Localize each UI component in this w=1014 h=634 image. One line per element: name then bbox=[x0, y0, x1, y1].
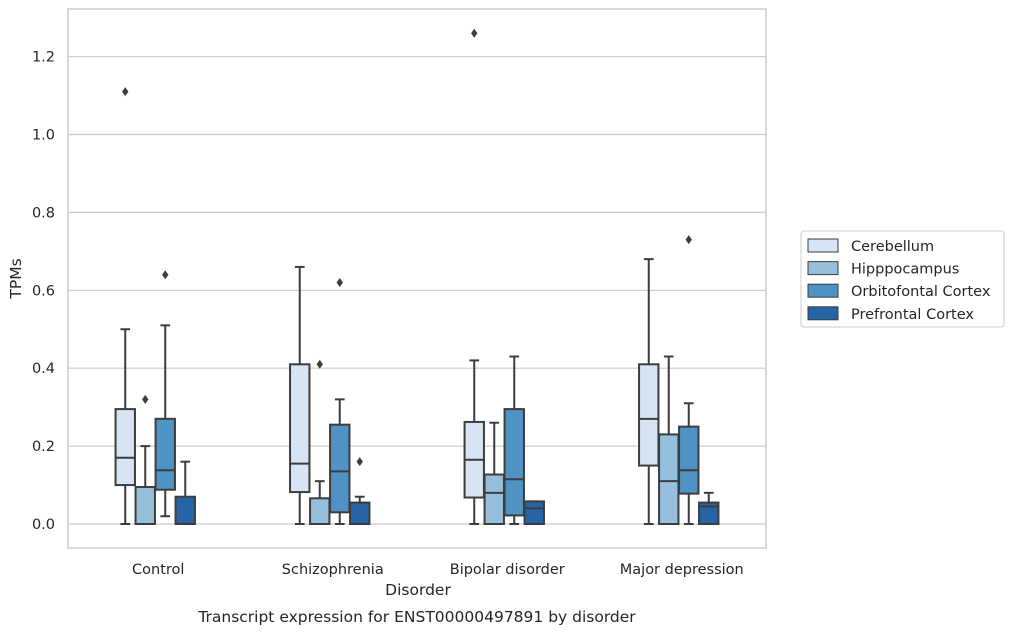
legend-frame bbox=[800, 230, 1005, 328]
outlier-point bbox=[162, 270, 169, 280]
legend-label: Prefrontal Cortex bbox=[851, 307, 974, 323]
y-tick-label: 1.2 bbox=[32, 50, 55, 66]
legend-item: Cerebellum bbox=[807, 238, 934, 255]
legend: Cerebellum Hipppocampus Orbitofontal Corte… bbox=[800, 230, 1005, 328]
outlier-point bbox=[142, 394, 149, 404]
y-tick-label: 0.4 bbox=[32, 361, 55, 377]
box-orbitofontal-cortex bbox=[503, 355, 525, 525]
box-iqr bbox=[174, 495, 196, 525]
box-cerebellum bbox=[114, 87, 136, 525]
box-iqr bbox=[349, 501, 371, 526]
box-iqr bbox=[483, 473, 505, 526]
outlier-point bbox=[122, 87, 129, 97]
y-tick-label: 0.2 bbox=[32, 439, 55, 455]
y-axis-label: TPMs bbox=[7, 258, 25, 299]
box-orbitofontal-cortex bbox=[329, 278, 351, 525]
legend-item: Orbitofontal Cortex bbox=[807, 283, 991, 300]
x-axis-label: Disorder bbox=[385, 581, 451, 599]
legend-item: Prefrontal Cortex bbox=[807, 306, 974, 323]
box-iqr bbox=[658, 433, 680, 526]
box-iqr bbox=[638, 363, 660, 467]
box-hipppocampus bbox=[483, 421, 505, 526]
outlier-point bbox=[336, 278, 343, 288]
box-iqr bbox=[154, 417, 176, 491]
box-iqr bbox=[114, 408, 136, 487]
x-tick-label: Schizophrenia bbox=[282, 562, 384, 578]
box-prefrontal-cortex bbox=[523, 500, 545, 525]
gridlines bbox=[68, 55, 766, 525]
outlier-point bbox=[685, 235, 692, 245]
box-orbitofontal-cortex bbox=[678, 235, 700, 525]
outlier-point bbox=[316, 359, 323, 369]
legend-swatch bbox=[807, 261, 839, 276]
chart-caption: Transcript expression for ENST0000049789… bbox=[197, 608, 636, 626]
x-tick-label: Bipolar disorder bbox=[450, 562, 565, 578]
box-iqr bbox=[523, 500, 545, 525]
box-iqr bbox=[289, 363, 311, 494]
box-iqr bbox=[134, 485, 156, 525]
legend-swatch bbox=[807, 306, 839, 321]
box-iqr bbox=[329, 423, 351, 514]
y-tick-label: 0.6 bbox=[32, 283, 55, 299]
outlier-point bbox=[471, 28, 478, 38]
box-orbitofontal-cortex bbox=[154, 270, 176, 518]
y-tick-label: 1.0 bbox=[32, 128, 55, 144]
box-cerebellum bbox=[463, 28, 485, 525]
box-prefrontal-cortex bbox=[698, 491, 720, 526]
plot-frame bbox=[67, 8, 767, 549]
box-iqr bbox=[309, 497, 331, 525]
box-iqr bbox=[503, 408, 525, 517]
box-cerebellum bbox=[638, 258, 660, 525]
box-hipppocampus bbox=[134, 394, 156, 525]
x-tick-label: Major depression bbox=[620, 562, 744, 578]
box-iqr bbox=[678, 425, 700, 495]
legend-label: Cerebellum bbox=[851, 239, 934, 255]
legend-label: Orbitofontal Cortex bbox=[851, 284, 991, 300]
legend-swatch bbox=[807, 283, 839, 298]
box-hipppocampus bbox=[309, 359, 331, 525]
box-prefrontal-cortex bbox=[174, 460, 196, 525]
x-tick-label: Control bbox=[132, 562, 184, 578]
outlier-point bbox=[356, 457, 363, 467]
x-tick-labels: Control Schizophrenia Bipolar disorder Majo… bbox=[132, 562, 744, 578]
y-tick-label: 0.8 bbox=[32, 205, 55, 221]
box-hipppocampus bbox=[658, 355, 680, 526]
box-iqr bbox=[698, 501, 720, 526]
box-series bbox=[114, 28, 720, 526]
y-tick-labels: 0.0 0.2 0.4 0.6 0.8 1.0 1.2 bbox=[32, 50, 55, 533]
box-prefrontal-cortex bbox=[349, 457, 371, 526]
y-tick-label: 0.0 bbox=[32, 517, 55, 533]
box-cerebellum bbox=[289, 265, 311, 525]
legend-label: Hipppocampus bbox=[851, 262, 959, 278]
legend-swatch bbox=[807, 238, 839, 253]
legend-item: Hipppocampus bbox=[807, 261, 959, 278]
